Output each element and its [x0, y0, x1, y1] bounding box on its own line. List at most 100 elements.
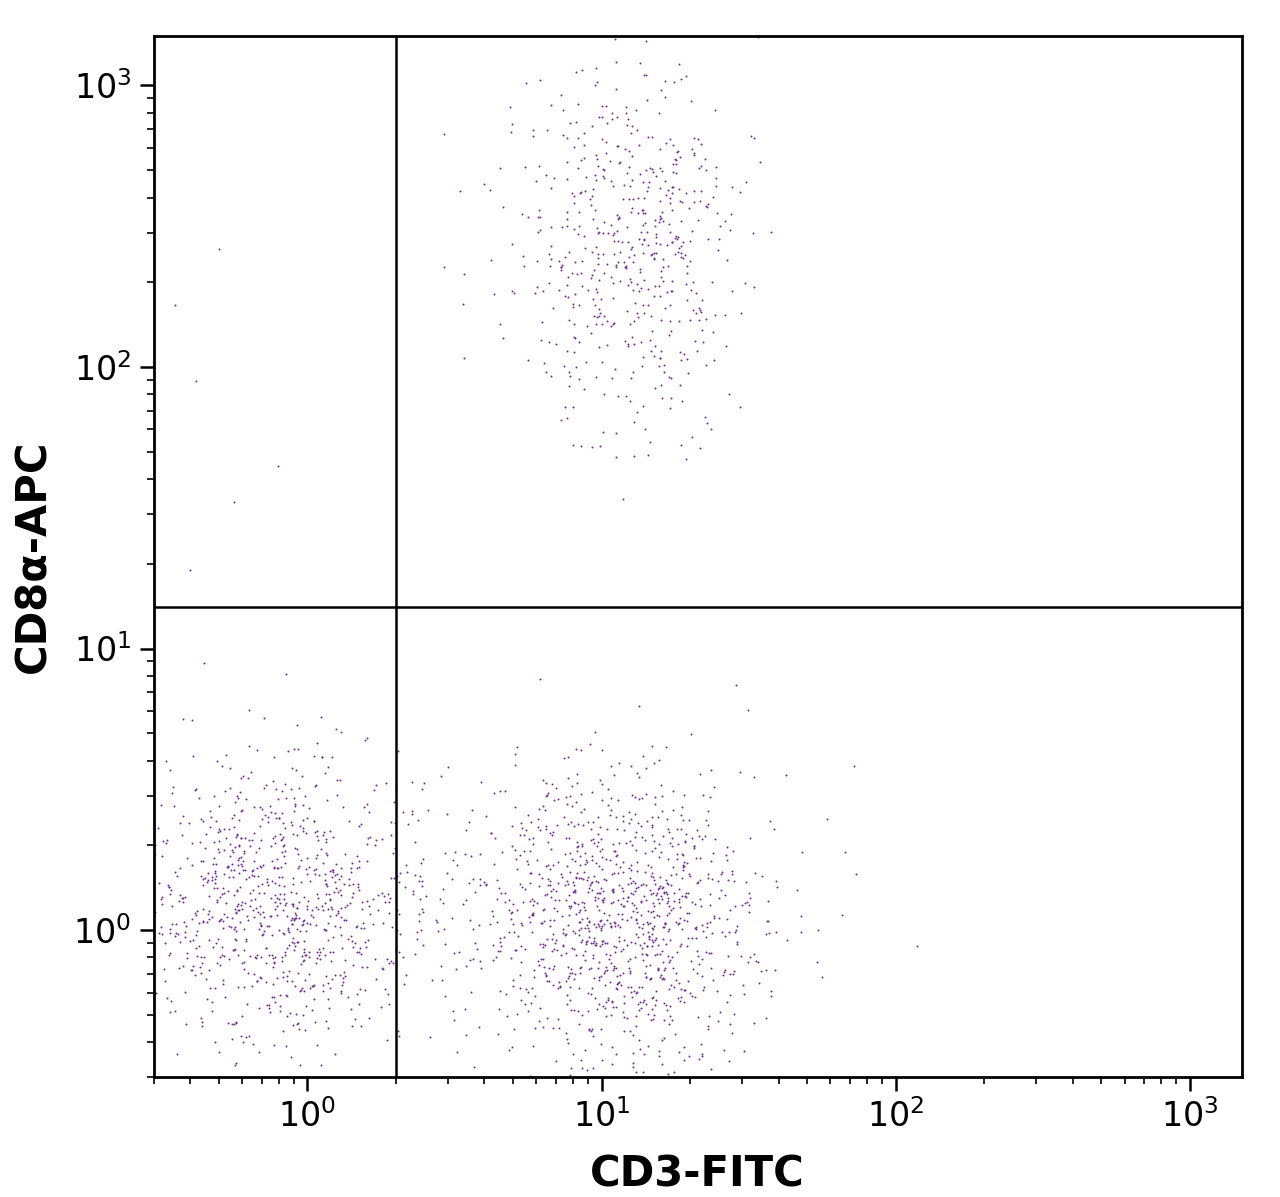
Point: [227, 881, 247, 900]
Point: [667, 819, 687, 838]
Point: [564, 924, 585, 943]
Point: [659, 326, 680, 345]
Point: [261, 888, 282, 907]
Point: [264, 858, 284, 877]
Point: [744, 1014, 764, 1033]
Point: [210, 910, 230, 929]
Point: [151, 796, 172, 815]
Point: [700, 760, 721, 779]
Point: [600, 850, 621, 869]
Point: [517, 851, 538, 870]
Point: [532, 281, 553, 300]
Point: [655, 995, 676, 1014]
Point: [662, 1010, 682, 1029]
Point: [225, 827, 246, 846]
Point: [233, 919, 253, 938]
Point: [178, 813, 198, 832]
Point: [166, 915, 187, 934]
Point: [278, 920, 298, 940]
Point: [652, 80, 672, 99]
Point: [655, 134, 676, 153]
Point: [648, 960, 668, 979]
Point: [155, 934, 175, 953]
Point: [197, 870, 218, 889]
Point: [227, 930, 247, 949]
Point: [687, 820, 708, 839]
Point: [541, 942, 562, 961]
Point: [736, 873, 756, 892]
Point: [777, 931, 797, 950]
Point: [404, 944, 425, 964]
Point: [631, 978, 652, 997]
Point: [576, 909, 596, 928]
Point: [676, 825, 696, 844]
Point: [545, 934, 566, 953]
Point: [568, 296, 589, 315]
Point: [303, 976, 324, 995]
Point: [195, 838, 215, 857]
Point: [273, 1022, 293, 1041]
Point: [563, 315, 584, 334]
Point: [348, 816, 369, 836]
Point: [698, 1016, 718, 1035]
Point: [563, 327, 584, 346]
Point: [504, 840, 525, 859]
Point: [351, 918, 371, 937]
Point: [685, 193, 705, 212]
Point: [232, 899, 252, 918]
Point: [273, 952, 293, 971]
Point: [599, 905, 620, 924]
Point: [653, 363, 673, 382]
Point: [308, 940, 329, 959]
Point: [206, 893, 227, 912]
Point: [669, 991, 690, 1010]
Point: [445, 960, 466, 979]
Point: [659, 919, 680, 938]
Point: [371, 830, 392, 849]
Point: [552, 217, 572, 236]
Point: [700, 913, 721, 932]
Point: [306, 898, 326, 917]
Point: [635, 419, 655, 438]
Point: [685, 332, 705, 351]
Point: [593, 223, 613, 242]
Point: [512, 247, 532, 266]
Point: [678, 904, 699, 923]
Point: [776, 766, 796, 785]
Point: [315, 966, 335, 985]
Point: [649, 212, 669, 231]
Point: [378, 985, 398, 1004]
Point: [655, 87, 676, 107]
Point: [260, 1002, 280, 1021]
Point: [662, 837, 682, 856]
Point: [591, 847, 612, 867]
X-axis label: CD3-FITC: CD3-FITC: [590, 1154, 805, 1196]
Point: [353, 797, 374, 816]
Point: [524, 895, 544, 915]
Point: [172, 826, 192, 845]
Point: [293, 821, 314, 840]
Point: [682, 139, 703, 158]
Point: [600, 317, 621, 336]
Point: [389, 943, 410, 962]
Point: [323, 747, 343, 766]
Point: [210, 948, 230, 967]
Point: [387, 920, 407, 940]
Point: [602, 110, 622, 129]
Point: [663, 177, 684, 196]
Point: [662, 232, 682, 251]
Point: [458, 812, 479, 831]
Point: [502, 235, 522, 254]
Point: [549, 972, 570, 991]
Point: [603, 176, 623, 195]
Point: [298, 942, 319, 961]
Point: [269, 809, 289, 828]
Point: [696, 928, 717, 947]
Point: [680, 251, 700, 271]
Point: [300, 979, 320, 998]
Point: [541, 774, 562, 794]
Point: [489, 782, 509, 801]
Point: [671, 211, 691, 230]
Point: [536, 121, 557, 140]
Point: [649, 893, 669, 912]
